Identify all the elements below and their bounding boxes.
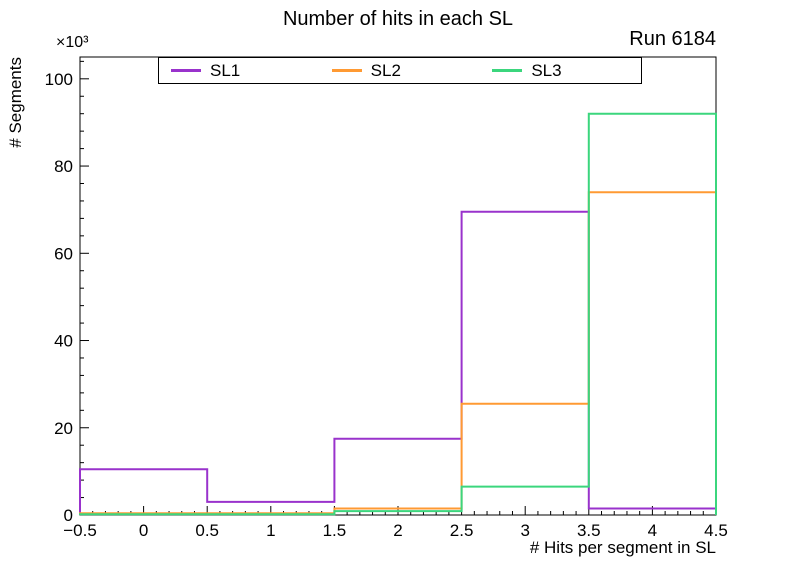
axis-ticks — [79, 60, 717, 516]
svg-text:20: 20 — [54, 419, 73, 438]
series-sl2-line — [79, 191, 717, 515]
svg-text:0: 0 — [64, 506, 73, 525]
y-tick-labels: 0 20 40 60 80 100 — [45, 70, 73, 525]
series-sl1-line — [79, 210, 717, 515]
svg-text:−0.5: −0.5 — [63, 521, 97, 540]
svg-text:2: 2 — [393, 521, 402, 540]
legend-line-sl3 — [492, 69, 523, 72]
legend-label-sl2: SL2 — [370, 61, 401, 80]
svg-text:3.5: 3.5 — [577, 521, 601, 540]
svg-text:1: 1 — [266, 521, 275, 540]
x-tick-labels: −0.5 0 0.5 1 1.5 2 2.5 3 3.5 4 4.5 — [63, 521, 728, 540]
svg-text:60: 60 — [54, 244, 73, 263]
svg-text:0.5: 0.5 — [195, 521, 219, 540]
svg-text:0: 0 — [139, 521, 148, 540]
chart-title: Number of hits in each SL — [282, 8, 514, 30]
x-axis-title: # Hits per segment in SL — [529, 538, 716, 557]
legend: SL1 SL2 SL3 — [158, 57, 642, 84]
legend-line-sl1 — [171, 69, 201, 72]
svg-text:40: 40 — [54, 332, 73, 351]
svg-text:2.5: 2.5 — [450, 521, 474, 540]
svg-text:1.5: 1.5 — [323, 521, 347, 540]
series-sl3-line — [79, 112, 717, 516]
legend-label-sl3: SL3 — [531, 61, 562, 80]
y-axis-title: # Segments — [6, 57, 25, 148]
y-axis-exponent: ×10³ — [56, 34, 89, 51]
legend-label-sl1: SL1 — [210, 61, 241, 80]
legend-entry-sl1: SL1 — [159, 62, 320, 79]
svg-text:4: 4 — [648, 521, 657, 540]
run-label: Run 6184 — [629, 28, 716, 50]
legend-entry-sl3: SL3 — [480, 62, 641, 79]
plot-frame — [79, 56, 717, 516]
svg-text:80: 80 — [54, 157, 73, 176]
svg-text:100: 100 — [45, 70, 73, 89]
legend-line-sl2 — [331, 69, 362, 72]
svg-text:4.5: 4.5 — [704, 521, 728, 540]
svg-text:3: 3 — [520, 521, 529, 540]
legend-entry-sl2: SL2 — [320, 62, 481, 79]
